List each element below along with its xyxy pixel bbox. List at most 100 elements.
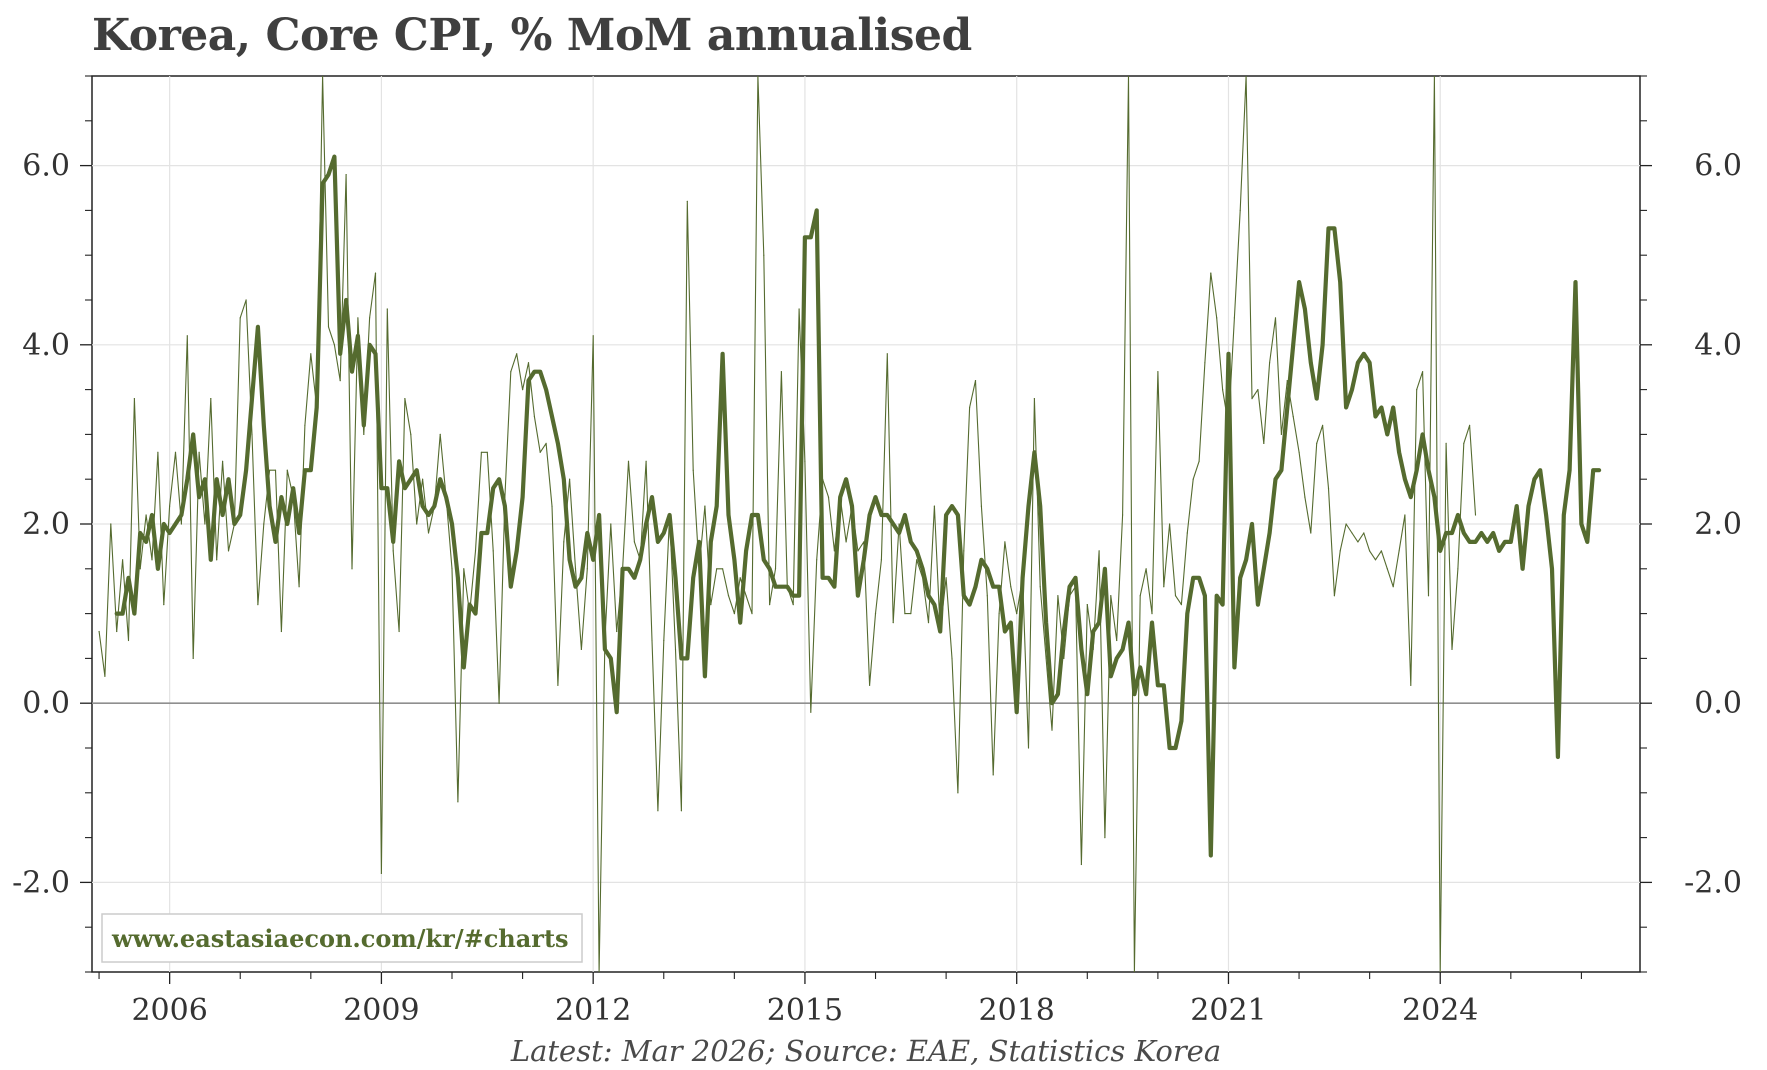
data-point (116, 613, 118, 615)
data-point (722, 353, 724, 355)
data-point (1292, 344, 1294, 346)
data-point (1133, 971, 1135, 972)
data-point (1551, 568, 1553, 570)
data-point (633, 541, 636, 543)
data-point (1210, 854, 1212, 857)
data-point (286, 469, 288, 471)
data-point (451, 568, 453, 570)
data-point (786, 586, 788, 588)
data-point (245, 469, 247, 471)
data-point (745, 550, 747, 552)
data-point (1533, 478, 1535, 480)
data-point (369, 344, 371, 346)
data-point (927, 595, 930, 597)
data-point (127, 577, 130, 579)
data-point (157, 451, 159, 453)
data-point (763, 559, 765, 561)
data-point (333, 156, 335, 158)
data-point (939, 630, 941, 633)
data-point (680, 810, 683, 812)
data-point (257, 604, 259, 606)
data-point (839, 496, 841, 498)
data-point (951, 657, 953, 660)
data-point (774, 568, 777, 570)
data-point (116, 630, 118, 633)
data-point (516, 353, 518, 355)
data-point (392, 541, 394, 543)
y-tick-label-right: 4.0 (1694, 328, 1742, 363)
watermark-link[interactable]: www.eastasiaecon.com/kr/#charts (111, 924, 569, 953)
data-point (1122, 648, 1124, 651)
data-point (757, 76, 759, 77)
data-point (1204, 595, 1206, 597)
series-lines (98, 76, 1602, 972)
data-point (1057, 693, 1059, 695)
data-point (351, 568, 353, 570)
data-point (1204, 362, 1206, 364)
data-point (733, 559, 736, 561)
data-point (410, 433, 412, 435)
data-point (657, 810, 659, 812)
data-point (574, 586, 577, 588)
data-point (1257, 389, 1259, 391)
data-point (304, 424, 306, 426)
data-point (604, 648, 606, 651)
data-point (1086, 604, 1088, 606)
data-point (1498, 550, 1500, 552)
data-point (1422, 433, 1424, 435)
data-point (1369, 362, 1371, 364)
data-point (1392, 406, 1394, 409)
data-point (1474, 514, 1477, 516)
data-point (1039, 586, 1041, 588)
data-point (192, 433, 194, 435)
data-point (910, 613, 912, 615)
data-point (1104, 568, 1106, 570)
data-point (1133, 693, 1135, 695)
data-point (1033, 398, 1035, 400)
data-point (539, 371, 541, 373)
data-point (474, 550, 477, 552)
data-point (598, 971, 600, 972)
data-point (674, 577, 677, 579)
data-point (798, 595, 800, 597)
data-point (898, 532, 900, 534)
data-point (1374, 559, 1377, 561)
data-point (763, 254, 765, 256)
data-point (1586, 541, 1588, 543)
data-point (874, 496, 877, 498)
data-point (998, 586, 1000, 588)
data-point (663, 639, 665, 642)
y-tick-label-right: 0.0 (1694, 686, 1742, 721)
data-point (1374, 415, 1377, 418)
data-point (139, 568, 141, 570)
data-point (216, 478, 218, 480)
data-point (374, 353, 377, 355)
data-point (1263, 442, 1265, 444)
data-point (1357, 541, 1359, 543)
data-point (280, 496, 282, 498)
x-tick-label: 2024 (1402, 993, 1478, 1028)
data-point (345, 174, 347, 176)
data-point (1539, 469, 1541, 471)
data-point (386, 487, 388, 489)
data-point (227, 478, 230, 480)
data-point (510, 371, 512, 373)
data-point (369, 317, 371, 319)
data-point (557, 684, 559, 686)
data-point (610, 523, 612, 525)
data-point (1439, 550, 1441, 552)
watermark-box[interactable]: www.eastasiaecon.com/kr/#charts (101, 913, 583, 963)
data-point (592, 335, 594, 337)
data-point (251, 433, 253, 435)
data-point (1457, 514, 1459, 516)
data-point (616, 630, 618, 633)
data-point (1169, 747, 1171, 749)
data-point (686, 657, 688, 660)
data-point (645, 460, 647, 462)
data-point (1063, 657, 1065, 660)
data-point (1010, 622, 1012, 624)
data-point (269, 505, 271, 507)
data-point (1569, 469, 1571, 471)
data-point (863, 559, 865, 561)
